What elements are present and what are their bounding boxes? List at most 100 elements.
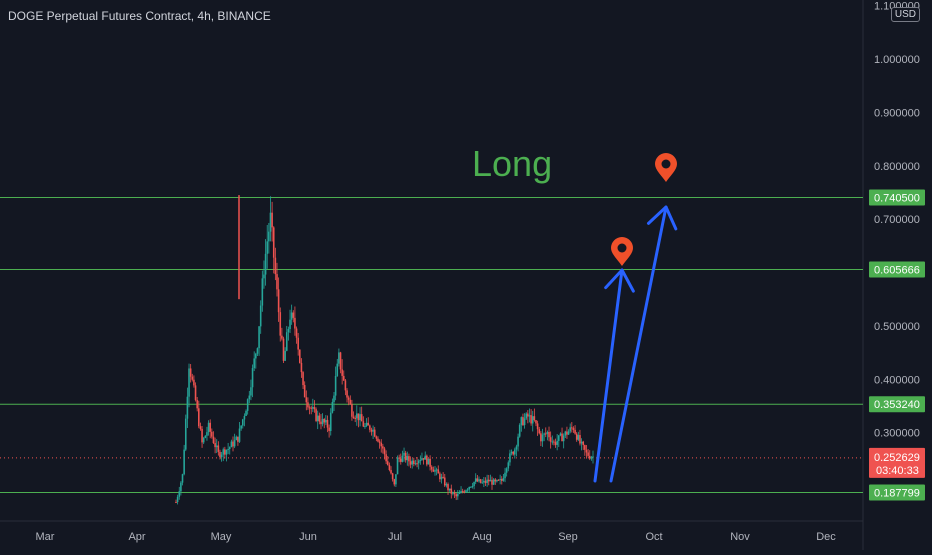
- candle-body: [285, 332, 288, 351]
- candle-body: [416, 463, 418, 465]
- candle-body: [255, 353, 257, 359]
- candle-body: [466, 489, 469, 491]
- candle-body: [318, 415, 321, 422]
- candle-body: [414, 463, 417, 465]
- candle-body: [214, 443, 216, 448]
- candle-body: [404, 452, 407, 461]
- candle-body: [499, 479, 501, 481]
- x-tick-label: Jun: [299, 531, 317, 543]
- candle-body: [253, 358, 255, 369]
- candle-body: [256, 348, 259, 354]
- candle-body: [584, 445, 586, 450]
- candle-body: [590, 457, 593, 459]
- last-price-label: 0.252629: [874, 452, 920, 464]
- candle-body: [520, 417, 523, 425]
- candle-body: [395, 474, 397, 485]
- candle-body: [474, 478, 477, 482]
- candle-body: [411, 460, 413, 465]
- candle-body: [465, 490, 467, 493]
- long-annotation-text[interactable]: Long: [472, 143, 552, 184]
- candle-body: [483, 480, 485, 483]
- candle-body: [246, 399, 249, 411]
- candle-body: [551, 441, 554, 443]
- candle-body: [461, 490, 464, 492]
- candle-body: [271, 212, 273, 228]
- candle-body: [359, 414, 361, 421]
- candle-body: [518, 424, 521, 437]
- candle-body: [201, 428, 203, 443]
- candle-body: [408, 456, 410, 462]
- arrow-head: [604, 268, 635, 293]
- candle-body: [207, 422, 210, 433]
- candle-body: [279, 312, 282, 336]
- candle-body: [181, 474, 184, 483]
- candle-body: [536, 423, 539, 430]
- last-price-box: [869, 447, 925, 478]
- candle-body: [294, 317, 296, 329]
- candle-body: [531, 416, 534, 424]
- candle-body: [196, 400, 198, 409]
- candle-body: [232, 441, 234, 447]
- candle-body: [298, 349, 301, 363]
- candle-body: [276, 274, 278, 290]
- candle-body: [509, 453, 511, 463]
- candle-body: [215, 445, 218, 448]
- candle-body: [554, 442, 557, 445]
- candle-body: [437, 469, 440, 474]
- candle-body: [370, 429, 373, 432]
- currency-badge[interactable]: USD: [890, 7, 920, 22]
- candle-body: [243, 415, 246, 420]
- candle-body: [367, 422, 370, 426]
- candle-body: [386, 461, 389, 465]
- candle-body: [310, 407, 312, 409]
- candle-body: [313, 407, 316, 410]
- candle-body: [176, 496, 179, 503]
- candle-body: [435, 469, 438, 471]
- candle-body: [468, 487, 471, 490]
- candle-body: [297, 337, 299, 350]
- candle-body: [378, 441, 381, 443]
- candle-body: [347, 397, 350, 400]
- trend-arrow-line[interactable]: [609, 205, 668, 483]
- candle-body: [457, 493, 459, 497]
- candle-body: [364, 425, 366, 427]
- candle-body: [346, 390, 348, 398]
- candle-body: [369, 425, 371, 430]
- candle-body: [227, 449, 229, 451]
- candle-body: [268, 231, 270, 242]
- candle-body: [430, 466, 433, 470]
- candle-body: [248, 395, 251, 400]
- candle-body: [504, 472, 506, 479]
- candle-body: [198, 408, 200, 427]
- candle-body: [375, 436, 378, 439]
- candle-body: [178, 491, 181, 497]
- candle-body: [238, 428, 241, 442]
- candle-body: [557, 435, 560, 441]
- candle-body: [217, 445, 220, 452]
- candle-body: [492, 479, 495, 485]
- candle-body: [224, 449, 226, 455]
- trend-arrow-line[interactable]: [593, 268, 624, 483]
- candle-body: [240, 425, 242, 429]
- candle-body: [409, 461, 412, 465]
- candle-body: [258, 326, 260, 349]
- candle-body: [211, 431, 213, 437]
- candle-body: [522, 417, 524, 426]
- candle-body: [566, 431, 568, 435]
- candle-body: [383, 448, 386, 455]
- candle-body: [191, 376, 194, 380]
- candle-body: [432, 469, 435, 472]
- candle-body: [336, 363, 339, 376]
- candle-body: [443, 477, 446, 486]
- candle-body: [484, 480, 487, 483]
- candle-body: [491, 479, 493, 485]
- candle-body: [579, 435, 581, 444]
- candle-body: [206, 432, 208, 436]
- bar-countdown-label: 03:40:33: [876, 465, 919, 477]
- candle-body: [272, 227, 275, 258]
- candle-body: [341, 369, 343, 376]
- x-tick-label: Oct: [645, 531, 662, 543]
- candle-body: [230, 441, 233, 448]
- candle-body: [572, 428, 575, 430]
